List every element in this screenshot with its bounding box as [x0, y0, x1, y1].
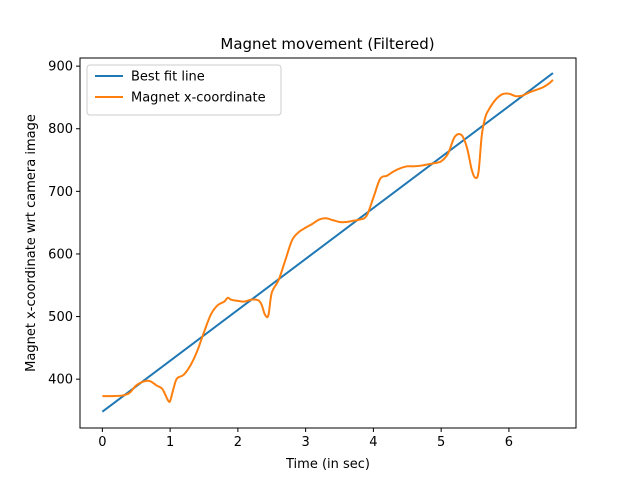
- series-line-magnet-x: [102, 79, 554, 404]
- x-tick-label: 6: [505, 435, 513, 450]
- y-tick-label: 400: [48, 373, 73, 388]
- x-axis-ticks: 0 1 2 3 4 5 6: [98, 428, 513, 450]
- x-tick-label: 0: [98, 435, 106, 450]
- y-axis-label: Magnet x-coordinate wrt camera image: [24, 114, 39, 372]
- y-tick-label: 600: [48, 247, 73, 262]
- x-tick-label: 5: [437, 435, 445, 450]
- y-tick-label: 900: [48, 60, 73, 75]
- x-tick-label: 1: [166, 435, 174, 450]
- legend: Best fit line Magnet x-coordinate: [86, 64, 282, 116]
- x-tick-label: 3: [301, 435, 309, 450]
- chart-title: Magnet movement (Filtered): [220, 35, 434, 53]
- legend-label-best-fit: Best fit line: [131, 70, 205, 85]
- plot-frame: [79, 57, 577, 429]
- legend-box: [86, 64, 282, 116]
- x-tick-label: 2: [234, 435, 242, 450]
- y-tick-label: 500: [48, 310, 73, 325]
- x-axis-label: Time (in sec): [285, 457, 370, 472]
- y-tick-label: 800: [48, 122, 73, 137]
- y-tick-label: 700: [48, 185, 73, 200]
- series-line-best-fit: [101, 72, 554, 413]
- y-axis-ticks: 400 500 600 700 800 900: [48, 60, 80, 388]
- legend-label-magnet: Magnet x-coordinate: [131, 91, 266, 106]
- x-tick-label: 4: [369, 435, 377, 450]
- plot-series: [101, 72, 554, 413]
